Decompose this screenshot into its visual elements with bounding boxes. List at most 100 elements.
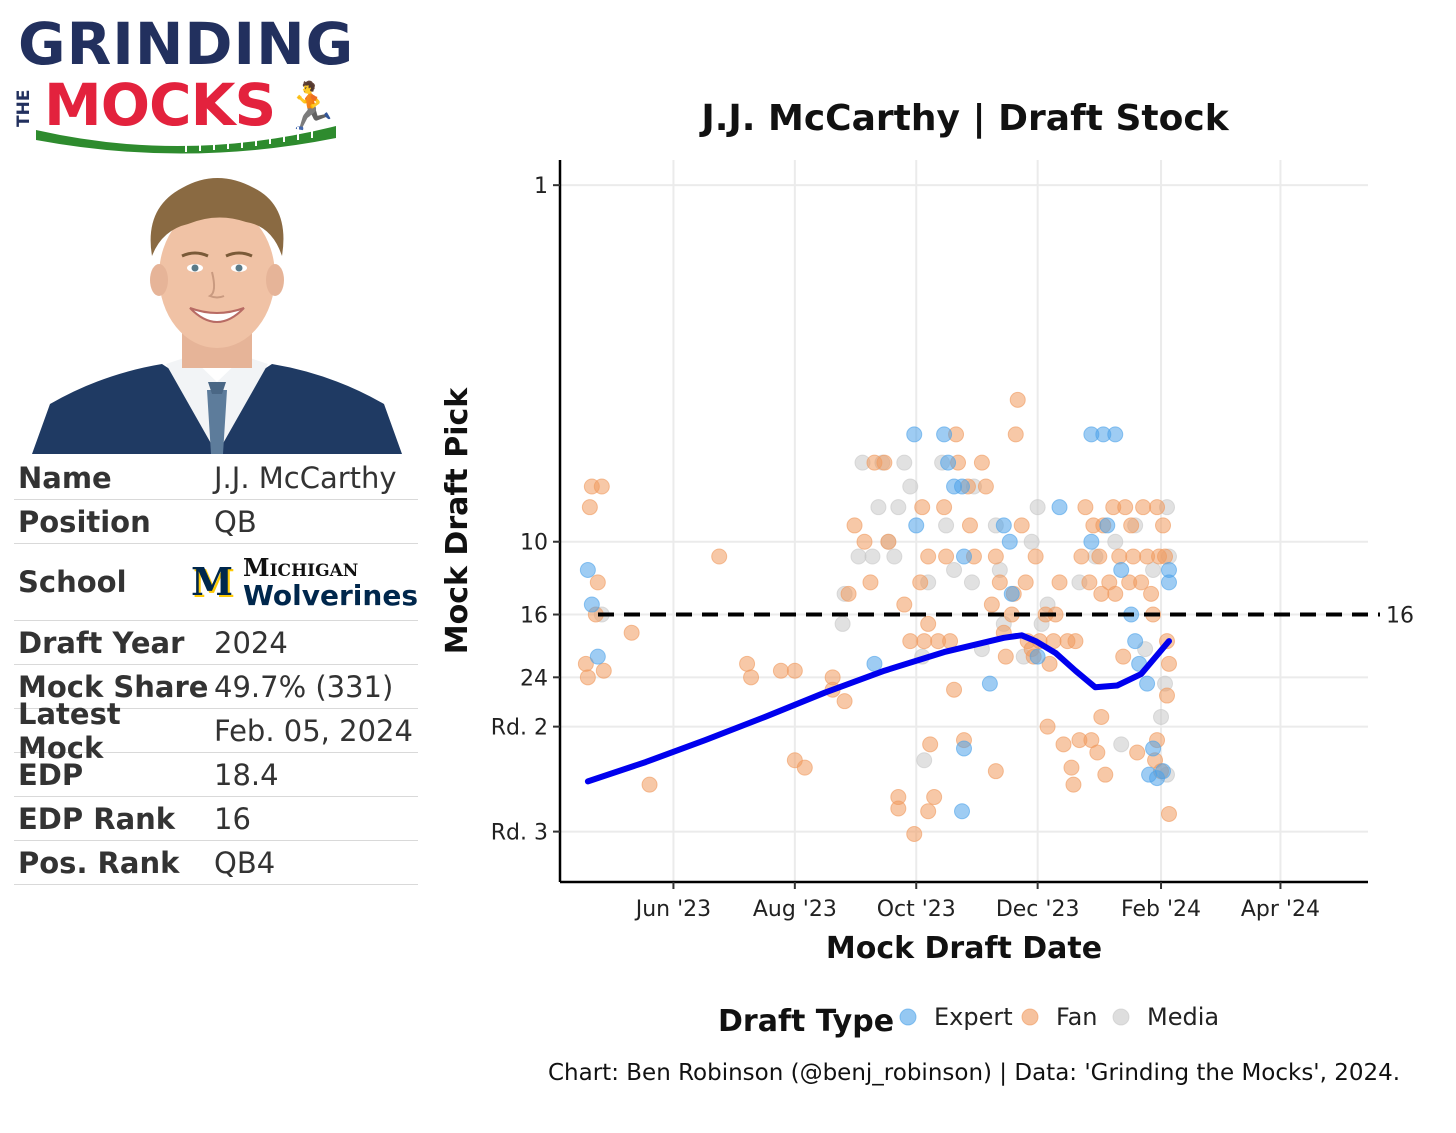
y-tick-label: Rd. 3 bbox=[491, 821, 548, 846]
michigan-logo: M Michigan Wolverines bbox=[191, 554, 418, 610]
data-point-fan bbox=[1017, 574, 1034, 591]
data-point-fan bbox=[920, 615, 937, 632]
data-point-expert bbox=[579, 561, 596, 578]
data-point-fan bbox=[938, 548, 955, 565]
data-point-fan bbox=[593, 478, 610, 495]
data-point-media bbox=[1107, 533, 1124, 550]
data-point-media bbox=[1113, 736, 1130, 753]
data-point-fan bbox=[786, 662, 803, 679]
data-point-fan bbox=[922, 736, 939, 753]
data-point-fan bbox=[1125, 548, 1142, 565]
football-field-icon bbox=[36, 126, 336, 154]
reference-line-label: 16 bbox=[1386, 604, 1414, 629]
data-point-expert bbox=[995, 517, 1012, 534]
data-point-media bbox=[1153, 708, 1170, 725]
chart-credit: Chart: Ben Robinson (@benj_robinson) | D… bbox=[548, 1060, 1401, 1086]
legend-marker-media bbox=[1112, 1008, 1130, 1026]
legend-label-media: Media bbox=[1147, 1003, 1219, 1031]
data-point-fan bbox=[1135, 499, 1152, 516]
data-point-fan bbox=[1073, 548, 1090, 565]
legend-label-fan: Fan bbox=[1056, 1003, 1098, 1031]
data-point-fan bbox=[1143, 585, 1160, 602]
data-point-fan bbox=[1041, 655, 1058, 672]
data-point-media bbox=[902, 478, 919, 495]
info-value: QB4 bbox=[214, 845, 276, 880]
data-point-fan bbox=[896, 596, 913, 613]
info-value: QB bbox=[214, 504, 257, 539]
data-point-expert bbox=[1001, 533, 1018, 550]
data-point-expert bbox=[1099, 517, 1116, 534]
data-point-fan bbox=[1039, 718, 1056, 735]
data-point-fan bbox=[916, 633, 933, 650]
info-label: School bbox=[18, 565, 127, 599]
data-point-media bbox=[890, 499, 907, 516]
data-point-fan bbox=[581, 499, 598, 516]
data-point-fan bbox=[1067, 633, 1084, 650]
data-point-expert bbox=[956, 548, 972, 565]
data-point-fan bbox=[876, 454, 893, 471]
data-point-fan bbox=[973, 454, 990, 471]
data-point-fan bbox=[1077, 499, 1094, 516]
data-point-media bbox=[1029, 499, 1046, 516]
data-point-fan bbox=[1160, 655, 1177, 672]
data-point-fan bbox=[846, 517, 863, 534]
data-point-fan bbox=[589, 574, 606, 591]
info-row-latest-mock: Latest Mock Feb. 05, 2024 bbox=[14, 697, 418, 765]
info-row-edp: EDP 18.4 bbox=[14, 753, 418, 797]
info-value: 16 bbox=[214, 801, 251, 836]
legend-marker-fan bbox=[1021, 1008, 1039, 1026]
data-point-expert bbox=[583, 596, 600, 613]
data-point-fan bbox=[920, 803, 937, 820]
data-point-fan bbox=[1081, 574, 1098, 591]
data-point-expert bbox=[940, 454, 957, 471]
data-point-fan bbox=[1055, 736, 1072, 753]
data-point-fan bbox=[1155, 517, 1172, 534]
data-point-fan bbox=[987, 763, 1004, 780]
data-point-expert bbox=[1145, 740, 1162, 757]
data-point-fan bbox=[1097, 766, 1114, 783]
data-point-fan bbox=[856, 533, 873, 550]
info-label: Pos. Rank bbox=[18, 845, 180, 880]
data-point-fan bbox=[987, 548, 1004, 565]
data-point-fan bbox=[902, 633, 919, 650]
data-point-fan bbox=[946, 681, 963, 698]
info-label: EDP Rank bbox=[18, 801, 176, 836]
info-row-draft-year: Draft Year 2024 bbox=[14, 621, 418, 665]
data-point-fan bbox=[1158, 687, 1175, 704]
data-point-media bbox=[886, 548, 903, 565]
data-point-fan bbox=[579, 669, 596, 686]
data-point-fan bbox=[920, 548, 937, 565]
data-point-fan bbox=[1007, 426, 1024, 443]
data-point-fan bbox=[1093, 708, 1110, 725]
runner-icon: 🏃 bbox=[282, 79, 340, 133]
data-point-fan bbox=[912, 574, 929, 591]
data-point-fan bbox=[926, 789, 943, 806]
data-point-fan bbox=[739, 655, 756, 672]
data-point-fan bbox=[1009, 391, 1026, 408]
x-tick-label: Jun '23 bbox=[634, 897, 711, 922]
x-tick-label: Aug '23 bbox=[753, 897, 837, 922]
data-point-expert bbox=[936, 426, 953, 443]
y-tick-label: Rd. 2 bbox=[491, 716, 548, 741]
info-label: EDP bbox=[18, 757, 84, 792]
data-point-expert bbox=[589, 648, 606, 665]
data-point-expert bbox=[1139, 675, 1156, 692]
data-point-fan bbox=[880, 533, 897, 550]
data-point-fan bbox=[623, 624, 640, 641]
data-point-fan bbox=[1013, 517, 1030, 534]
data-point-fan bbox=[711, 548, 728, 565]
data-point-media bbox=[938, 517, 955, 534]
data-point-fan bbox=[1117, 499, 1134, 516]
data-point-expert bbox=[1083, 533, 1100, 550]
info-label: Mock Share bbox=[18, 669, 209, 704]
data-point-fan bbox=[1063, 759, 1080, 776]
data-point-fan bbox=[840, 585, 857, 602]
data-point-media bbox=[916, 752, 933, 769]
data-point-fan bbox=[1083, 732, 1100, 749]
data-point-fan bbox=[1107, 585, 1124, 602]
data-point-media bbox=[834, 615, 851, 632]
data-point-expert bbox=[956, 740, 972, 757]
info-value: Feb. 05, 2024 bbox=[214, 713, 413, 748]
info-value: J.J. McCarthy bbox=[214, 460, 397, 495]
data-point-expert bbox=[954, 803, 971, 820]
